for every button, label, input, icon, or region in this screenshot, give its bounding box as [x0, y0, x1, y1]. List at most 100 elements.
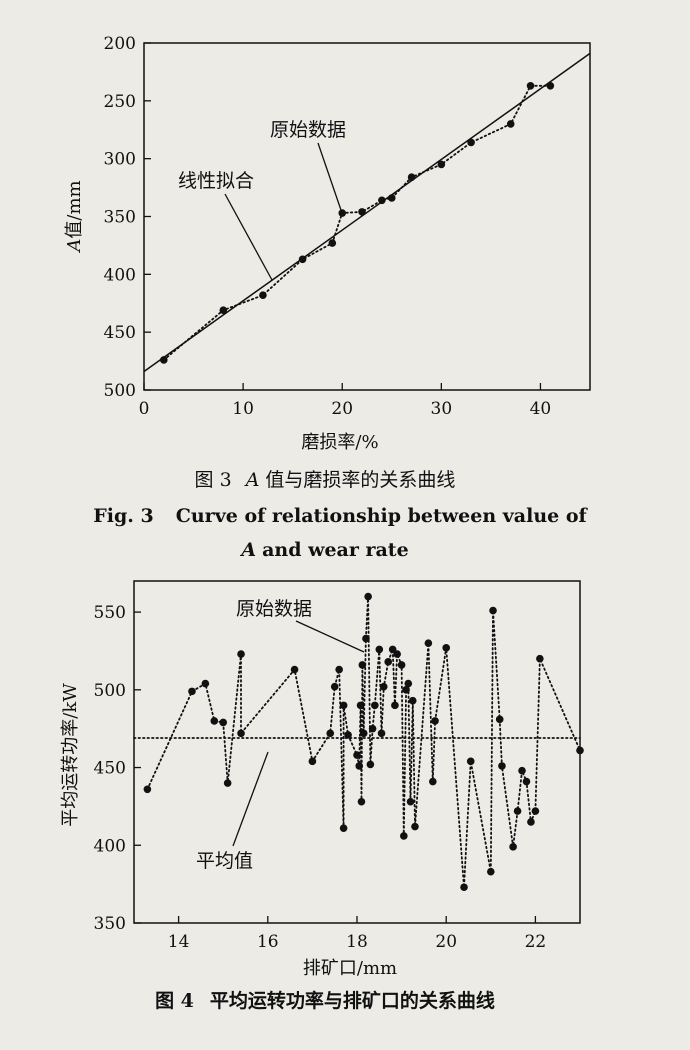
- f4-data-point: [368, 724, 377, 733]
- fig4-caption-num: 图 4: [155, 990, 194, 1012]
- f4-data-point: [344, 731, 352, 739]
- f3-y-tick-label: 250: [104, 92, 136, 112]
- f4-x-tick-label: 22: [525, 932, 547, 952]
- f3-data-point: [467, 138, 475, 147]
- fig3-annotation-fit: 线性拟合: [178, 170, 254, 192]
- f4-data-point: [223, 779, 232, 787]
- f4-data-point: [513, 807, 522, 815]
- fig4-annotation-raw-leader: [295, 620, 365, 653]
- f4-y-tick-label: 500: [94, 681, 126, 701]
- f3-data-point: [338, 209, 347, 217]
- f4-data-point: [237, 650, 245, 658]
- f3-data-point: [378, 196, 386, 205]
- f4-data-point: [460, 883, 468, 892]
- f3-data-point: [437, 160, 446, 169]
- f4-data-point: [355, 762, 364, 770]
- f4-data-point: [576, 746, 584, 755]
- f4-data-point: [424, 639, 433, 647]
- f4-data-point: [518, 766, 526, 775]
- f4-data-point: [408, 696, 417, 705]
- fig4-caption: 图 4 平均运转功率与排矿口的关系曲线: [155, 989, 495, 1012]
- f4-data-point: [466, 757, 475, 766]
- fig3-caption-en-num: Fig. 3: [93, 505, 153, 527]
- f4-data-point: [495, 715, 504, 724]
- f4-data-point: [219, 718, 227, 727]
- fig3-annotation-raw: 原始数据: [270, 119, 346, 141]
- f4-data-point: [308, 757, 317, 766]
- fig3-caption-en-1: Fig. 3 Curve of relationship between valu…: [93, 505, 588, 527]
- f4-data-point: [442, 644, 451, 652]
- fig4-y-axis-label: 平均运转功率/kW: [60, 683, 81, 827]
- f3-data-point: [526, 81, 535, 90]
- f4-data-point: [143, 785, 152, 794]
- f4-data-point: [429, 777, 437, 786]
- f3-data-point: [407, 173, 416, 181]
- f4-data-point: [509, 843, 517, 851]
- f4-data-point: [358, 661, 367, 669]
- f4-data-point: [290, 665, 299, 674]
- f4-data-point: [527, 818, 535, 826]
- f4-x-tick-label: 16: [257, 932, 279, 952]
- f4-x-tick-label: 20: [435, 932, 457, 952]
- f3-y-tick-label: 500: [104, 381, 136, 401]
- f4-data-point: [357, 797, 366, 806]
- f4-data-point: [353, 751, 361, 759]
- f4-y-tick-label: 400: [94, 836, 126, 856]
- fig4-annotation-mean-leader: [232, 751, 269, 847]
- fig3-caption-en-var: A: [239, 539, 256, 561]
- f4-data-point: [339, 824, 348, 832]
- fig3-caption-cn-text: 值与磨损率的关系曲线: [265, 469, 455, 491]
- f4-y-tick-label: 350: [94, 914, 126, 934]
- f3-data-point: [219, 306, 228, 314]
- f3-fit-line: [143, 52, 591, 373]
- f4-data-point: [384, 658, 393, 666]
- f3-data-point: [259, 291, 267, 299]
- f3-x-tick-label: 30: [431, 399, 453, 419]
- f3-x-tick-label: 40: [530, 399, 552, 419]
- f4-data-point: [402, 686, 410, 694]
- f4-data-point: [237, 729, 245, 738]
- f4-data-point: [210, 717, 219, 725]
- fig4-data-series: [143, 592, 584, 892]
- f4-data-point: [330, 682, 339, 691]
- f4-data-point: [188, 687, 196, 696]
- f4-data-point: [536, 654, 544, 663]
- f4-data-point: [411, 822, 419, 831]
- f4-data-point: [498, 762, 506, 770]
- fig4-caption-text: 平均运转功率与排矿口的关系曲线: [210, 989, 495, 1012]
- fig3-annotation-raw-leader: [317, 142, 343, 214]
- f4-data-point: [406, 797, 415, 806]
- fig3-caption-en-line2: and wear rate: [262, 539, 409, 561]
- f4-data-point: [531, 807, 540, 815]
- f4-data-point: [397, 661, 406, 669]
- fig3-y-axis-text: 值/mm: [64, 180, 85, 238]
- f4-data-point: [391, 701, 399, 710]
- f4-data-point: [339, 701, 348, 710]
- fig3-caption-en-line1: Curve of relationship between value of: [176, 505, 589, 527]
- f4-data-point: [400, 832, 408, 840]
- fig3-annotation-fit-leader: [224, 193, 273, 281]
- f4-data-point: [326, 729, 335, 738]
- f3-data-line: [162, 84, 552, 361]
- f4-data-point: [393, 650, 401, 658]
- fig3-y-axis-label: A值/mm: [64, 180, 85, 253]
- fig3-caption-cn-var: A: [244, 469, 260, 491]
- f4-data-point: [371, 701, 379, 710]
- f4-data-point: [375, 645, 384, 654]
- fig3-x-axis-label: 磨损率/%: [301, 432, 378, 453]
- fig3-y-axis-var: A: [64, 239, 85, 254]
- f4-x-tick-label: 14: [168, 932, 190, 952]
- f4-data-point: [431, 717, 439, 725]
- fig4-chart: 14 16 18 20 22 350 400 450 500 550 排矿口/mm 平均运转功率…: [60, 580, 584, 1012]
- f3-data-point: [387, 194, 396, 202]
- f4-data-point: [522, 777, 531, 786]
- f4-data-point: [489, 606, 497, 615]
- fig3-x-ticks: 0 10 20 30 40: [139, 383, 552, 419]
- f3-x-tick-label: 20: [331, 399, 353, 419]
- f4-data-point: [201, 679, 210, 688]
- f4-data-point: [364, 592, 372, 601]
- f4-data-point: [356, 701, 365, 710]
